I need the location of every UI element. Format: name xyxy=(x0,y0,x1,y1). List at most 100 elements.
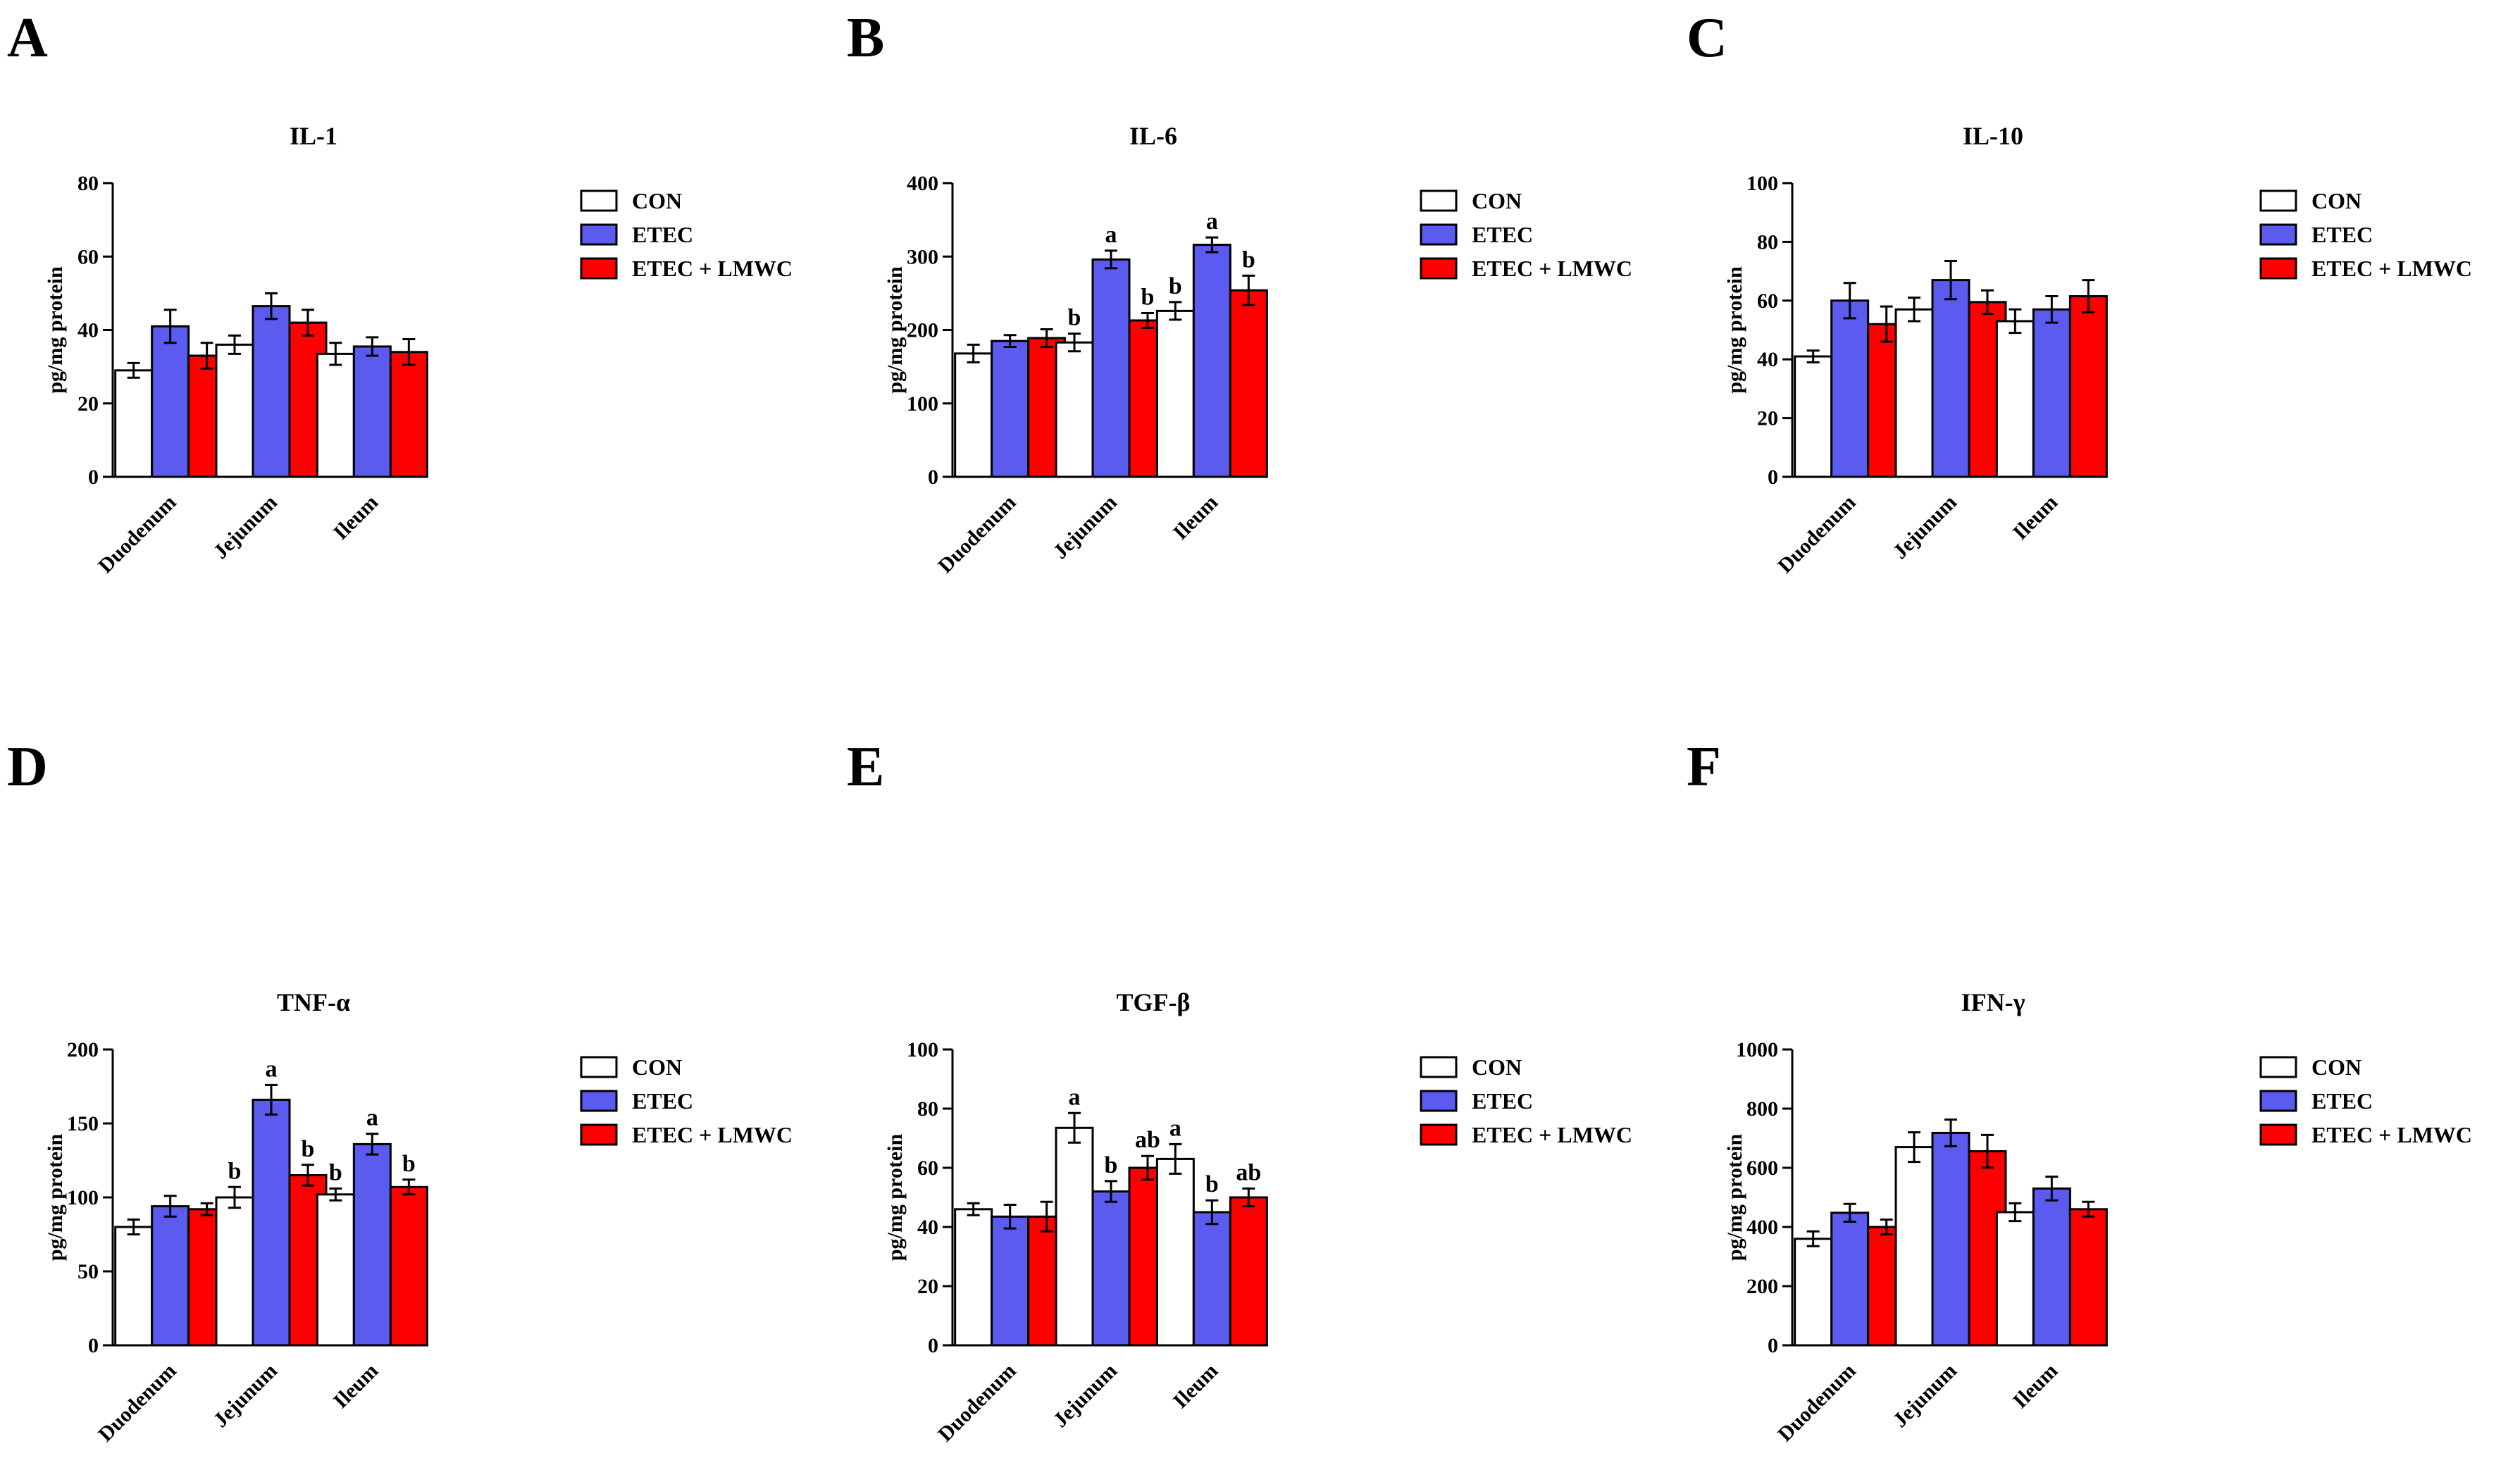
y-tick-label: 50 xyxy=(77,1260,99,1283)
chart-svg: B IL-6 0 100 200 300 400 pg/mg protein Duodenum b… xyxy=(847,7,1632,578)
significance-label: b xyxy=(1105,1152,1118,1178)
chart-title: IFN-γ xyxy=(1961,988,2025,1016)
y-tick-label: 80 xyxy=(77,172,99,195)
significance-label: b xyxy=(1205,1171,1219,1197)
bar-con xyxy=(954,1208,993,1347)
y-tick-label: 60 xyxy=(77,245,99,268)
y-tick-label: 20 xyxy=(917,1275,938,1298)
y-tick-label: 0 xyxy=(928,1334,938,1357)
y-tick-label: 60 xyxy=(917,1157,938,1180)
bar-etec xyxy=(1931,279,1970,478)
panel-letter: D xyxy=(7,736,48,798)
bar-con xyxy=(316,352,355,478)
bar-etec-lmwc xyxy=(1229,1196,1268,1347)
significance-label: b xyxy=(329,1159,342,1185)
bar-etec-lmwc xyxy=(2068,295,2108,478)
y-tick-label: 0 xyxy=(88,466,99,489)
legend-swatch xyxy=(1420,257,1458,280)
bar-con xyxy=(1894,1146,1934,1347)
bar-etec xyxy=(252,305,291,478)
y-tick-label: 80 xyxy=(1757,230,1778,254)
bar-etec-lmwc xyxy=(1229,289,1268,478)
bar-etec xyxy=(1192,1211,1231,1347)
significance-label: a xyxy=(1069,1084,1081,1110)
y-tick-label: 100 xyxy=(1746,172,1778,195)
bar-con xyxy=(1794,1238,1833,1347)
y-axis-label: pg/mg protein xyxy=(1723,1134,1746,1261)
y-tick-label: 200 xyxy=(67,1038,99,1061)
legend-label: CON xyxy=(632,1054,682,1080)
legend-label: CON xyxy=(2311,188,2361,213)
significance-label: ab xyxy=(1135,1127,1160,1153)
y-tick-label: 60 xyxy=(1757,289,1778,313)
y-tick-label: 40 xyxy=(77,319,99,342)
y-tick-label: 800 xyxy=(1746,1097,1778,1121)
y-tick-label: 20 xyxy=(1757,407,1778,430)
y-tick-label: 1000 xyxy=(1736,1038,1778,1061)
x-tick-label: Jejunum xyxy=(1888,1359,1961,1432)
x-tick-label: Ileum xyxy=(329,491,383,544)
y-tick-label: 0 xyxy=(88,1334,99,1357)
x-tick-label: Duodenum xyxy=(1773,491,1861,578)
y-axis-label: pg/mg protein xyxy=(883,266,907,394)
y-tick-label: 100 xyxy=(907,392,938,416)
significance-label: b xyxy=(228,1158,242,1184)
bar-con xyxy=(1794,355,1833,478)
y-axis-label: pg/mg protein xyxy=(1723,266,1746,394)
y-tick-label: 100 xyxy=(67,1186,99,1209)
bar-con xyxy=(954,352,993,478)
significance-label: a xyxy=(1206,208,1218,235)
legend-swatch xyxy=(1420,189,1458,212)
y-tick-label: 400 xyxy=(1746,1216,1778,1239)
x-tick-label: Ileum xyxy=(2009,491,2062,544)
legend-swatch xyxy=(580,1090,618,1112)
significance-label: b xyxy=(1242,247,1255,273)
y-tick-label: 150 xyxy=(67,1112,99,1135)
bar-etec xyxy=(2032,308,2071,478)
bar-etec xyxy=(252,1098,291,1347)
y-tick-label: 0 xyxy=(1768,466,1778,489)
significance-label: a xyxy=(1105,222,1117,248)
bar-etec xyxy=(1830,1211,1870,1347)
panel-letter: C xyxy=(1687,7,1727,69)
legend-label: ETEC xyxy=(2311,1088,2373,1114)
chart-title: TGF-β xyxy=(1117,988,1191,1016)
bar-etec-lmwc xyxy=(1968,1149,2007,1347)
bar-etec xyxy=(991,1215,1030,1347)
chart-svg: D TNF-α 0 50 100 150 200 pg/mg protein Duodenum b… xyxy=(7,736,793,1447)
y-axis-label: pg/mg protein xyxy=(883,1134,907,1261)
x-tick-label: Duodenum xyxy=(933,491,1021,578)
bar-etec xyxy=(991,339,1030,478)
bar-con xyxy=(1055,341,1094,478)
chart-svg: E TGF-β 0 20 40 60 80 100 pg/mg protein Duodenum a… xyxy=(847,736,1632,1446)
x-tick-label: Duodenum xyxy=(94,491,181,578)
bar-etec xyxy=(1091,258,1131,478)
y-tick-label: 200 xyxy=(1746,1275,1778,1298)
x-tick-label: Duodenum xyxy=(94,1359,181,1447)
panel-letter: F xyxy=(1687,736,1721,798)
legend-swatch xyxy=(2259,1056,2297,1078)
legend-swatch xyxy=(2259,189,2297,212)
bar-etec xyxy=(1192,244,1231,478)
chart-svg: C IL-10 0 20 40 60 80 100 pg/mg protein Duodenum J… xyxy=(1687,7,2472,578)
panel-letter: B xyxy=(847,7,884,69)
bar-etec xyxy=(2032,1187,2071,1347)
bar-etec xyxy=(1931,1131,1970,1347)
panel-e: E TGF-β 0 20 40 60 80 100 pg/mg protein Duodenum a… xyxy=(840,729,1680,1458)
legend-label: ETEC xyxy=(1472,222,1533,247)
legend-label: ETEC + LMWC xyxy=(632,1122,793,1147)
x-tick-label: Duodenum xyxy=(1773,1359,1861,1447)
significance-label: ab xyxy=(1236,1159,1261,1185)
legend-swatch xyxy=(1420,1123,1458,1146)
chart-title: IL-10 xyxy=(1963,122,2023,150)
y-tick-label: 20 xyxy=(77,392,99,416)
panel-f: F IFN-γ 0 200 400 600 800 1000 pg/mg protein Duod… xyxy=(1680,729,2519,1458)
legend-swatch xyxy=(1420,1090,1458,1112)
bar-con xyxy=(316,1193,355,1347)
legend-swatch xyxy=(2259,1123,2297,1146)
bar-con xyxy=(1995,320,2035,478)
legend-swatch xyxy=(580,189,618,212)
legend-label: ETEC xyxy=(632,1088,693,1114)
bar-etec xyxy=(1091,1190,1131,1347)
legend-label: ETEC + LMWC xyxy=(632,256,793,281)
